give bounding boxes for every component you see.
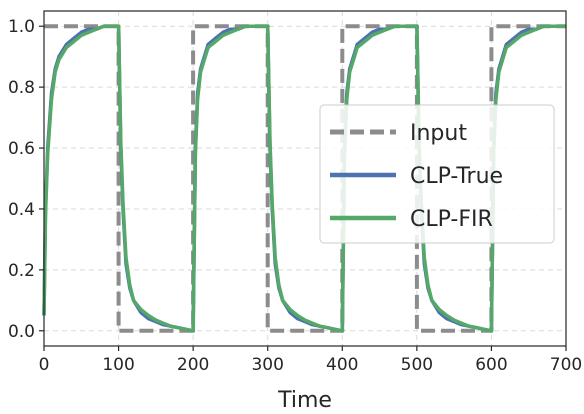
x-axis-title: Time bbox=[277, 388, 332, 413]
x-tick-label: 500 bbox=[401, 355, 433, 375]
x-tick-label: 100 bbox=[102, 355, 134, 375]
x-tick-label: 700 bbox=[550, 355, 582, 375]
series-line-clp-fir bbox=[42, 24, 566, 333]
legend-label-clp-true: CLP-True bbox=[410, 164, 503, 189]
axes-frame bbox=[43, 10, 567, 347]
y-tick-label: 0.0 bbox=[8, 322, 35, 342]
plot-area bbox=[42, 24, 566, 333]
axes: 0 100 200 300 400 500 600 700 0.0 0.2 0.4 0.6 0.8 1.0… bbox=[8, 10, 582, 413]
legend-box bbox=[319, 104, 555, 244]
x-tick-label: 300 bbox=[251, 355, 283, 375]
y-tick-label: 0.4 bbox=[8, 200, 35, 220]
y-tick-label: 0.8 bbox=[8, 78, 35, 98]
series-line-input bbox=[44, 24, 566, 333]
legend-label-input: Input bbox=[410, 121, 467, 146]
x-tick-label: 200 bbox=[177, 355, 209, 375]
y-tick-label: 0.2 bbox=[8, 261, 35, 281]
legend: Input CLP-True CLP-FIR bbox=[319, 104, 555, 244]
x-tick-label: 600 bbox=[475, 355, 507, 375]
y-tick-label: 0.6 bbox=[8, 139, 35, 159]
x-tick-label: 400 bbox=[326, 355, 358, 375]
x-tick-label: 0 bbox=[39, 355, 50, 375]
legend-label-clp-fir: CLP-FIR bbox=[410, 207, 493, 232]
y-tick-label: 1.0 bbox=[8, 17, 35, 37]
